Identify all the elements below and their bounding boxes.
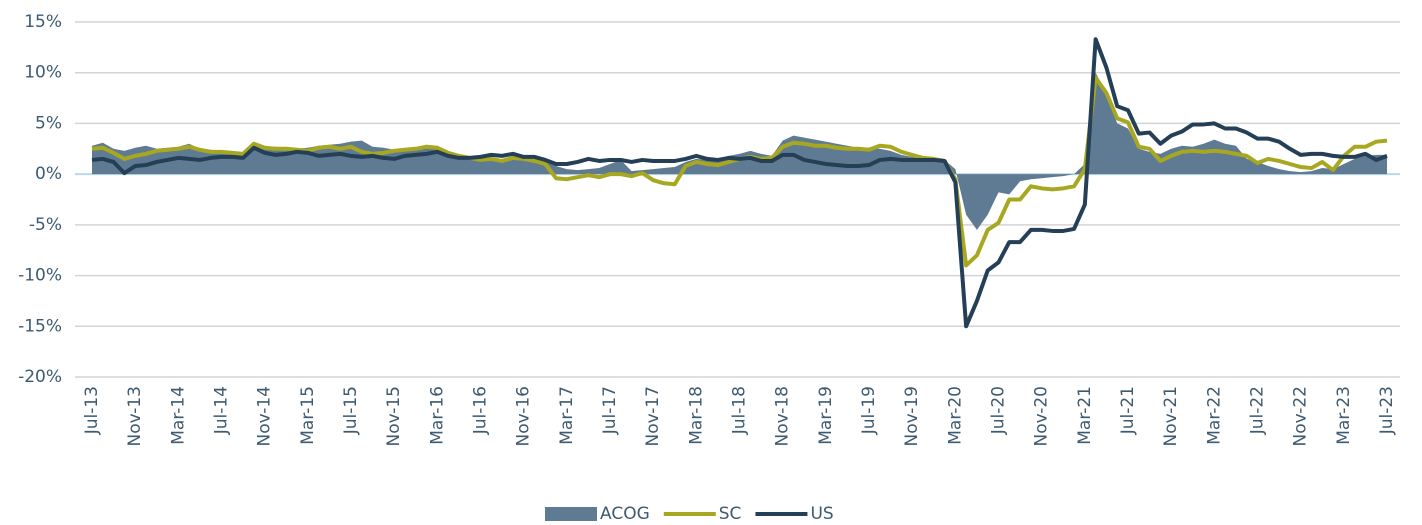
x-tick-label: Mar-23 [1334,386,1354,445]
y-tick-label: -5% [29,215,62,235]
x-tick-label: Nov-16 [514,386,534,447]
x-tick-label: Jul-16 [471,386,491,435]
x-tick-label: Nov-13 [125,386,145,447]
line [91,37,1388,329]
x-tick-label: Nov-20 [1032,386,1052,447]
x-tick-label: Jul-17 [600,386,620,435]
x-tick-label: Mar-21 [1075,386,1095,445]
x-tick-label: Jul-18 [730,386,750,435]
y-tick-label: 15% [24,12,62,32]
x-tick-label: Mar-19 [816,386,836,445]
area [92,72,1387,230]
legend-label: US [810,504,833,524]
x-tick-label: Mar-22 [1204,386,1224,445]
x-tick-label: Mar-16 [427,386,447,445]
x-tick-label: Mar-15 [298,386,318,445]
x-tick-label: Jul-15 [341,386,361,435]
y-tick-label: 10% [24,63,62,83]
x-tick-label: Jul-23 [1377,386,1397,435]
y-tick-label: -10% [18,266,62,286]
y-tick-label: -20% [18,367,62,387]
legend-swatch [545,507,597,521]
x-tick-label: Mar-14 [168,386,188,445]
x-tick-label: Mar-17 [557,386,577,445]
x-tick-label: Nov-22 [1291,386,1311,447]
x-tick-label: Jul-13 [82,386,102,435]
x-tick-label: Nov-17 [643,386,663,447]
y-tick-label: 0% [35,164,62,184]
x-tick-label: Jul-20 [989,386,1009,435]
x-tick-label: Jul-22 [1248,386,1268,435]
x-tick-label: Nov-15 [384,386,404,447]
x-tick-label: Mar-20 [945,386,965,445]
x-tick-label: Nov-14 [255,386,275,447]
x-tick-label: Jul-19 [859,386,879,435]
legend-label: SC [719,504,742,524]
x-tick-label: Jul-14 [212,386,232,435]
x-tick-label: Nov-21 [1161,386,1181,447]
x-tick-label: Jul-21 [1118,386,1138,435]
x-tick-label: Mar-18 [686,386,706,445]
x-tick-label: Nov-18 [773,386,793,447]
y-tick-label: 5% [35,113,62,133]
legend-label: ACOG [600,504,650,524]
y-tick-label: -15% [18,316,62,336]
x-tick-label: Nov-19 [902,386,922,447]
